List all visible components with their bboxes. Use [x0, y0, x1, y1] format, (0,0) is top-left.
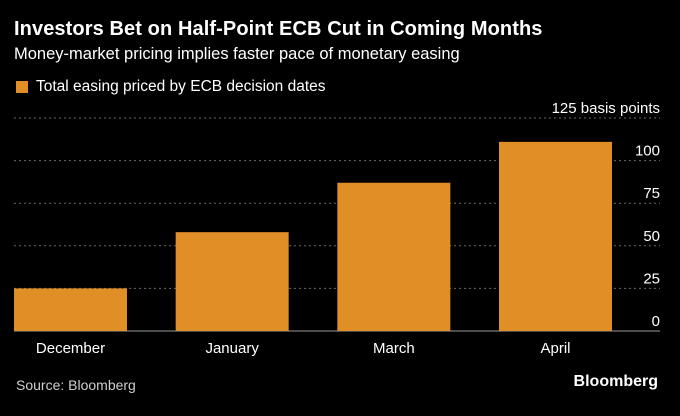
x-tick-label: March [373, 340, 415, 357]
bloomberg-logo: Bloomberg [573, 373, 658, 390]
source-note: Source: Bloomberg [16, 377, 136, 393]
y-axis-ticks: 0 25 50 75 100 125 basis points [552, 100, 660, 330]
y-tick-label: 75 [643, 185, 660, 202]
x-tick-label: December [36, 340, 105, 357]
y-tick-label: 100 [635, 143, 660, 160]
legend-label: Total easing priced by ECB decision date… [36, 78, 326, 95]
x-tick-label: April [540, 340, 570, 357]
bar-april [499, 141, 612, 331]
bar-december [14, 288, 127, 331]
y-tick-label: 0 [652, 313, 660, 330]
y-tick-label: 125 basis points [552, 100, 660, 117]
chart-title: Investors Bet on Half-Point ECB Cut in C… [14, 18, 543, 40]
legend: Total easing priced by ECB decision date… [16, 78, 326, 96]
x-axis-ticks: December January March April [36, 340, 571, 357]
x-tick-label: January [205, 340, 259, 357]
chart-subtitle: Money-market pricing implies faster pace… [14, 45, 460, 63]
y-tick-label: 50 [643, 228, 660, 245]
legend-swatch [16, 81, 28, 93]
bar-january [175, 232, 289, 331]
bars [14, 141, 612, 331]
y-tick-label: 25 [643, 270, 660, 287]
bar-march [337, 182, 451, 331]
